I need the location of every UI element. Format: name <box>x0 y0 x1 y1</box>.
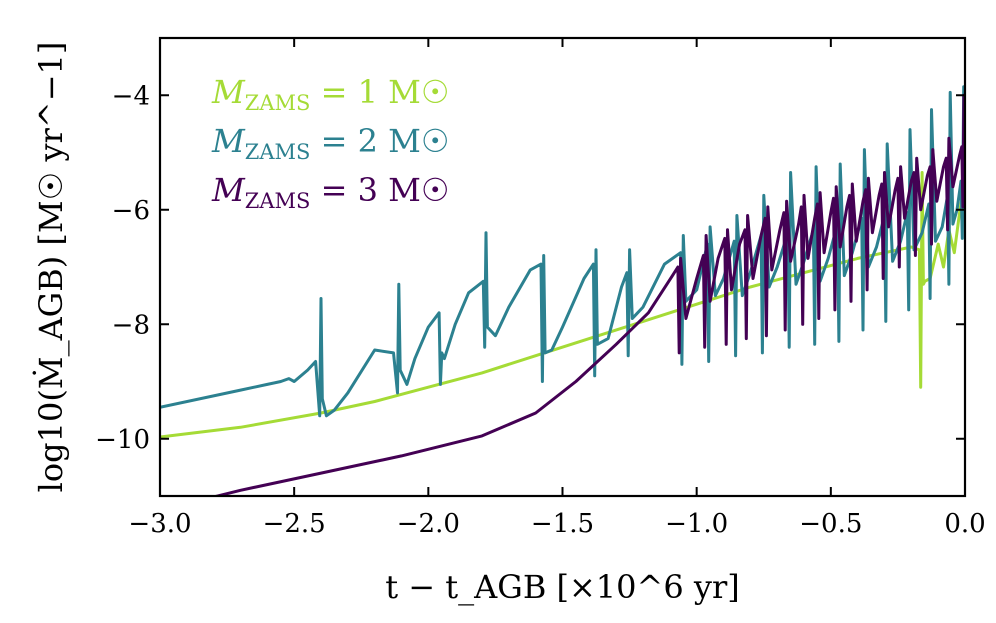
series-line-2 <box>160 85 965 418</box>
legend-value: = 3 M☉ <box>310 171 449 209</box>
axis-labels: t − t_AGB [×10^6 yr] log10(Ṁ_AGB) [M☉ yr^… <box>32 42 740 606</box>
x-tick-label: −2.5 <box>263 509 326 539</box>
legend: MZAMS = 1 M☉MZAMS = 2 M☉MZAMS = 3 M☉ <box>211 73 450 213</box>
y-tick-label: −8 <box>112 310 150 340</box>
x-axis-label: t − t_AGB [×10^6 yr] <box>385 568 739 606</box>
legend-subscript: ZAMS <box>245 189 311 213</box>
legend-entry-2: MZAMS = 2 M☉ <box>211 122 450 164</box>
legend-subscript: ZAMS <box>245 140 311 164</box>
series-line-3 <box>211 93 965 496</box>
legend-entry-1: MZAMS = 1 M☉ <box>211 73 450 115</box>
x-tick-label: −3.0 <box>128 509 191 539</box>
legend-symbol: M <box>211 171 246 209</box>
x-tick-label: −1.0 <box>665 509 728 539</box>
x-tick-label: 0.0 <box>944 509 985 539</box>
legend-symbol: M <box>211 73 246 111</box>
legend-value: = 2 M☉ <box>310 122 449 160</box>
x-tick-label: −2.0 <box>397 509 460 539</box>
y-tick-label: −10 <box>95 425 150 455</box>
legend-subscript: ZAMS <box>245 91 311 115</box>
x-tick-label: −1.5 <box>531 509 594 539</box>
y-tick-label: −4 <box>112 81 150 111</box>
legend-value: = 1 M☉ <box>310 73 449 111</box>
x-tick-label: −0.5 <box>799 509 862 539</box>
legend-entry-3: MZAMS = 3 M☉ <box>211 171 450 213</box>
legend-symbol: M <box>211 122 246 160</box>
y-tick-label: −6 <box>112 196 150 226</box>
series-layer <box>160 85 965 496</box>
ticks-layer: −3.0 −2.5 −2.0 −1.5 −1.0 −0.5 0.0 −10 −8 −6 −4 <box>95 38 986 539</box>
y-axis-label: log10(Ṁ_AGB) [M☉ yr^−1] <box>32 42 70 493</box>
